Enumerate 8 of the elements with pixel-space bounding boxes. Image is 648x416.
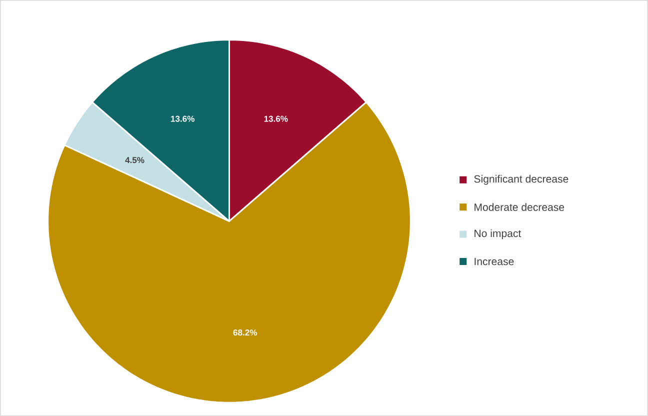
legend-label: Significant decrease (474, 174, 568, 185)
data-label: 13.6% (264, 116, 288, 122)
data-label: 13.6% (171, 116, 194, 122)
legend-label: Moderate decrease (474, 203, 564, 211)
legend-label: Increase (474, 258, 514, 266)
legend-label: No impact (474, 229, 522, 240)
data-label: 68.2% (233, 329, 257, 336)
data-label: 4.5% (125, 157, 144, 164)
